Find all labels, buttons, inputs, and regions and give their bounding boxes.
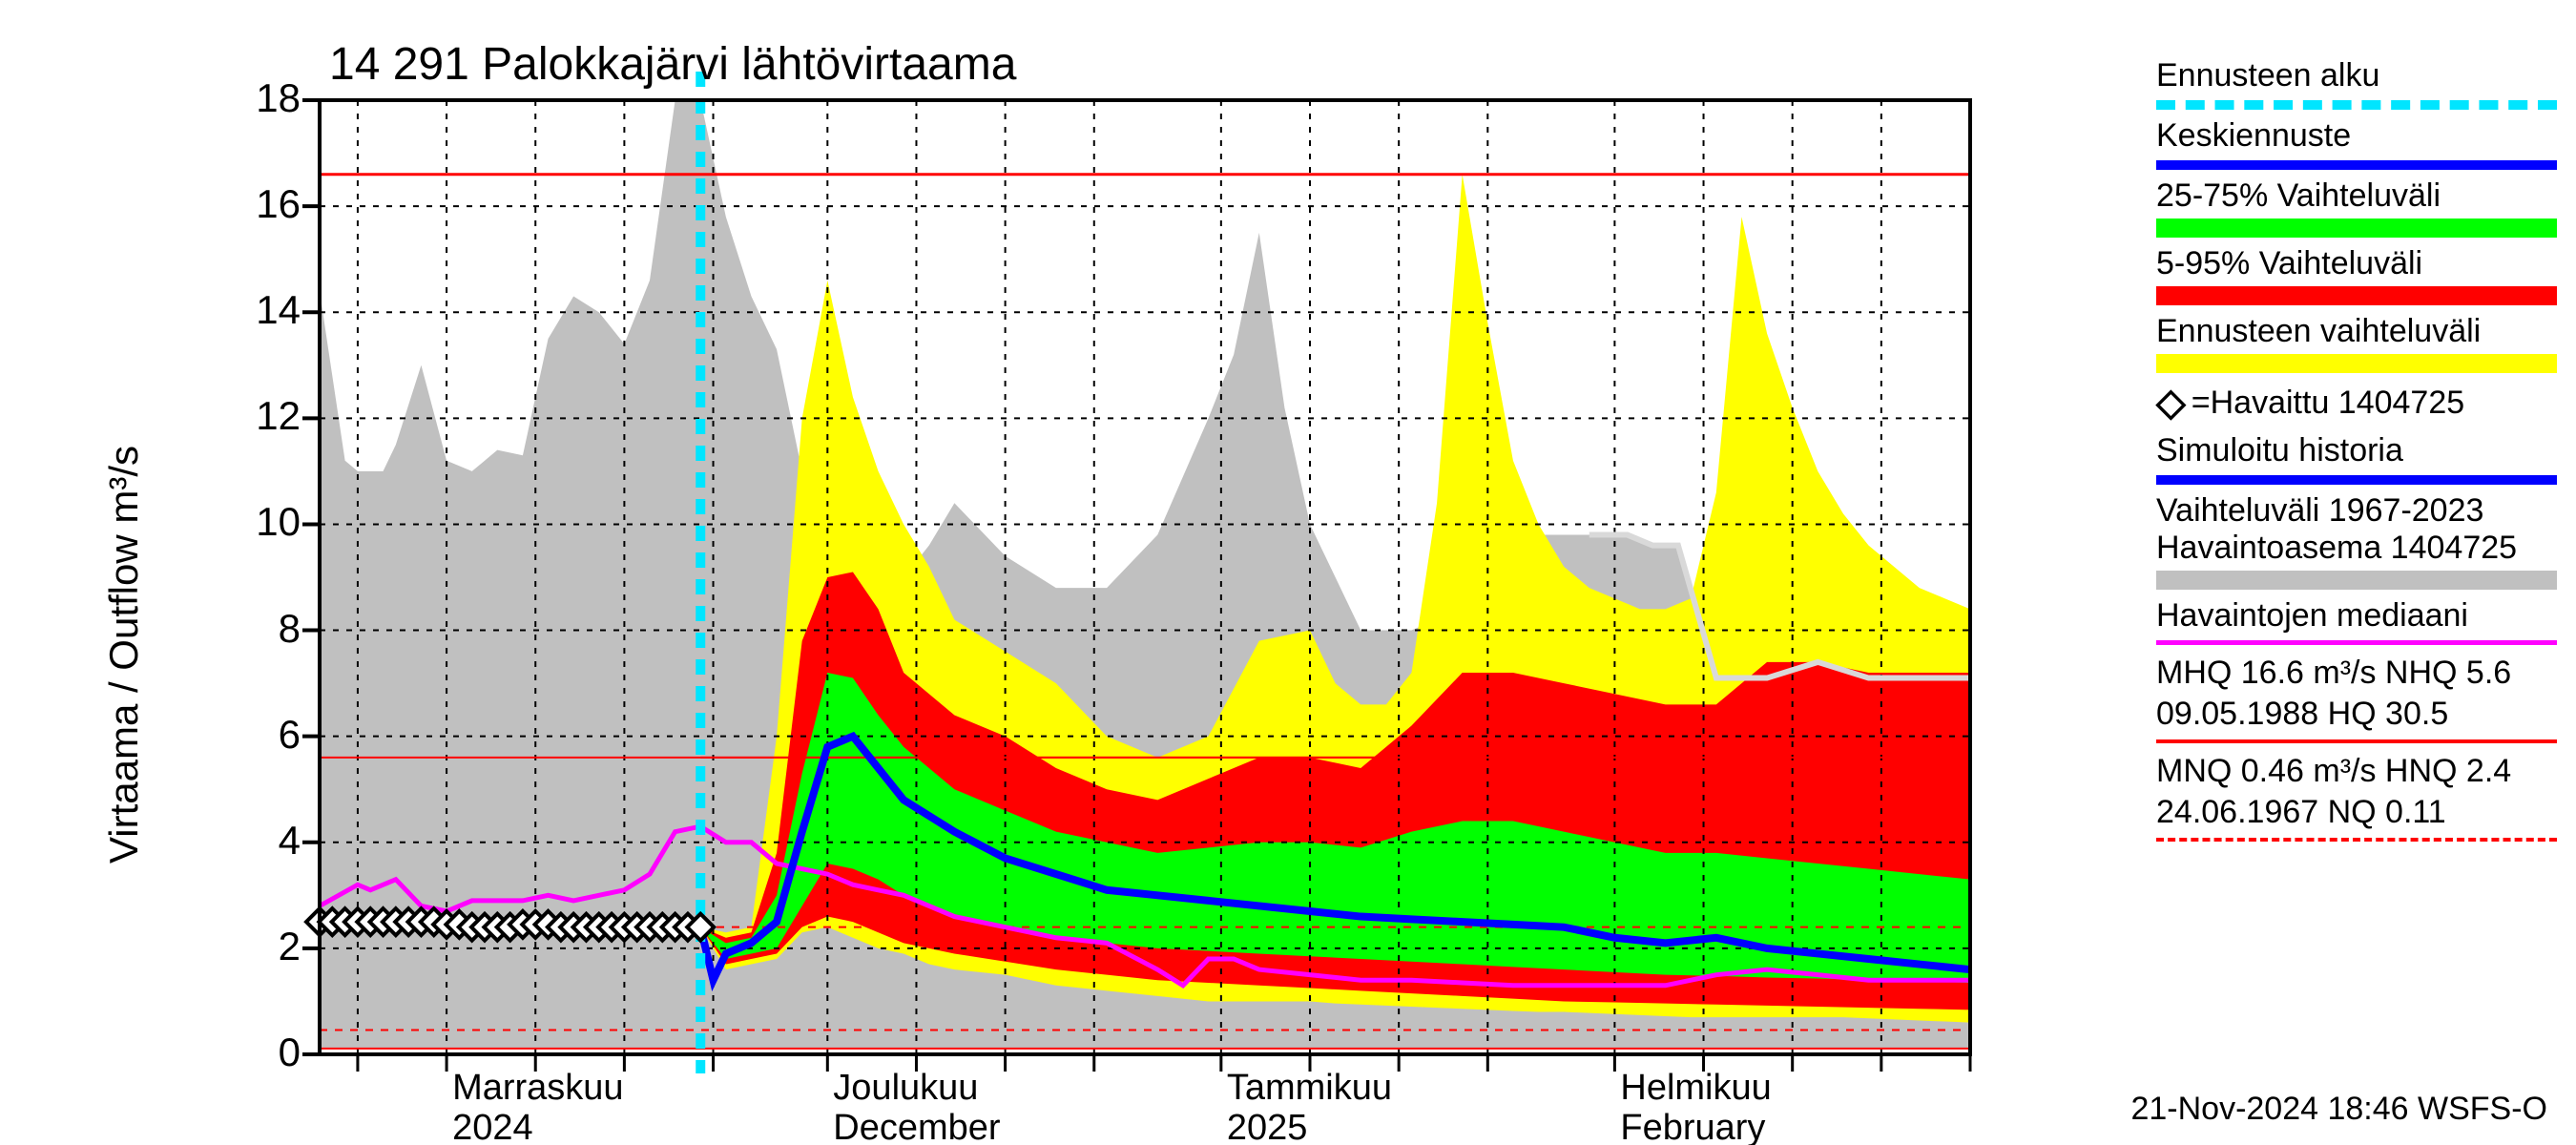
xtick-label-bottom: December: [833, 1108, 1000, 1145]
legend-line: [2156, 100, 2557, 110]
legend-label: 25-75% Vaihteluväli: [2156, 177, 2557, 215]
legend-marker-row: ◇=Havaittu 1404725: [2156, 381, 2557, 425]
y-axis-label: Virtaama / Outflow m³/s: [101, 291, 147, 864]
legend-label: 5-95% Vaihteluväli: [2156, 245, 2557, 282]
legend-label: Ennusteen vaihteluväli: [2156, 313, 2557, 350]
legend-item: MHQ 16.6 m³/s NHQ 5.609.05.1988 HQ 30.5: [2156, 653, 2557, 743]
ytick-label: 12: [215, 393, 301, 439]
legend-item: Vaihteluväli 1967-2023 Havaintoasema 140…: [2156, 492, 2557, 590]
legend-item: ◇=Havaittu 1404725: [2156, 381, 2557, 425]
legend-sublabel: Havaintoasema 1404725: [2156, 530, 2557, 567]
legend-line: [2156, 475, 2557, 485]
xtick-label-top: Marraskuu: [452, 1068, 624, 1109]
xtick-label-top: Helmikuu: [1620, 1068, 1771, 1109]
legend-label: Vaihteluväli 1967-2023: [2156, 492, 2557, 530]
xtick-label-top: Joulukuu: [833, 1068, 978, 1109]
legend-stat-line: 09.05.1988 HQ 30.5: [2156, 694, 2557, 735]
legend-label: =Havaittu 1404725: [2192, 385, 2464, 422]
xtick-label-bottom: February: [1620, 1108, 1765, 1145]
legend-line: [2156, 739, 2557, 743]
legend-stat-block: MHQ 16.6 m³/s NHQ 5.609.05.1988 HQ 30.5: [2156, 653, 2557, 734]
legend-stat-line: MHQ 16.6 m³/s NHQ 5.6: [2156, 653, 2557, 694]
legend-swatch: [2156, 286, 2557, 305]
ytick-label: 6: [215, 712, 301, 758]
legend-stat-line: 24.06.1967 NQ 0.11: [2156, 792, 2557, 833]
legend-item: Ennusteen vaihteluväli: [2156, 313, 2557, 373]
legend-item: Simuloitu historia: [2156, 432, 2557, 485]
legend-item: Keskiennuste: [2156, 117, 2557, 170]
xtick-label-bottom: 2025: [1227, 1108, 1308, 1145]
legend-item: 5-95% Vaihteluväli: [2156, 245, 2557, 305]
legend-line: [2156, 838, 2557, 842]
legend-label: Keskiennuste: [2156, 117, 2557, 155]
legend-item: Havaintojen mediaani: [2156, 597, 2557, 645]
legend-label: Simuloitu historia: [2156, 432, 2557, 469]
legend: Ennusteen alku Keskiennuste 25-75% Vaihtel…: [2156, 57, 2557, 847]
ytick-label: 8: [215, 606, 301, 652]
legend-label: Havaintojen mediaani: [2156, 597, 2557, 635]
legend-swatch: [2156, 571, 2557, 590]
ytick-label: 14: [215, 287, 301, 333]
ytick-label: 0: [215, 1030, 301, 1075]
xtick-label-bottom: 2024: [452, 1108, 533, 1145]
legend-item: 25-75% Vaihteluväli: [2156, 177, 2557, 238]
legend-item: MNQ 0.46 m³/s HNQ 2.424.06.1967 NQ 0.11: [2156, 751, 2557, 842]
legend-stat-line: MNQ 0.46 m³/s HNQ 2.4: [2156, 751, 2557, 792]
legend-swatch: [2156, 219, 2557, 238]
footer-timestamp: 21-Nov-2024 18:46 WSFS-O: [2130, 1091, 2547, 1128]
chart-title: 14 291 Palokkajärvi lähtövirtaama: [329, 38, 1016, 91]
legend-stat-block: MNQ 0.46 m³/s HNQ 2.424.06.1967 NQ 0.11: [2156, 751, 2557, 832]
legend-swatch: [2156, 354, 2557, 373]
ytick-label: 10: [215, 499, 301, 545]
legend-line: [2156, 640, 2557, 645]
legend-item: Ennusteen alku: [2156, 57, 2557, 110]
ytick-label: 16: [215, 181, 301, 227]
ytick-label: 18: [215, 75, 301, 121]
diamond-icon: ◇: [2156, 381, 2186, 425]
legend-label: Ennusteen alku: [2156, 57, 2557, 94]
legend-line: [2156, 160, 2557, 170]
ytick-label: 2: [215, 924, 301, 969]
ytick-label: 4: [215, 818, 301, 864]
xtick-label-top: Tammikuu: [1227, 1068, 1392, 1109]
